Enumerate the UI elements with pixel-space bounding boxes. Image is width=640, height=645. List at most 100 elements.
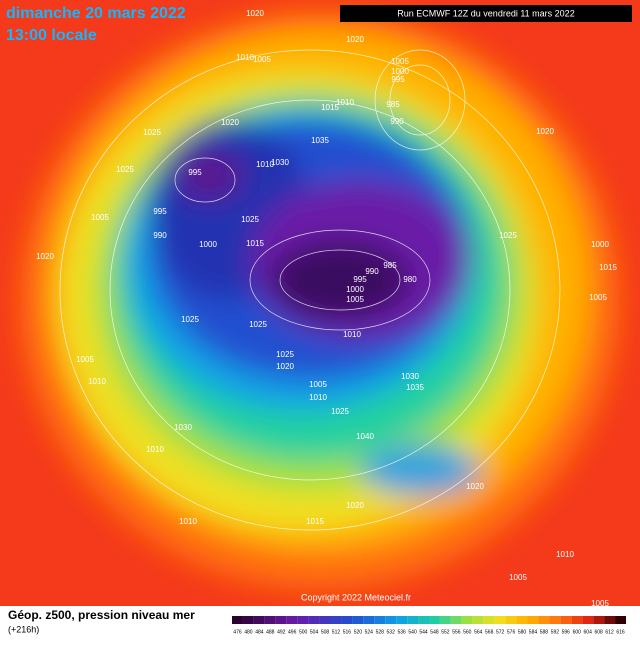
colorbar-label: 600	[573, 629, 582, 635]
isobar-label: 995	[391, 75, 405, 84]
isobar-label: 985	[383, 261, 397, 270]
isobar-label: 1005	[591, 599, 609, 608]
colorbar-cell	[582, 616, 594, 624]
isobar-label: 1015	[321, 103, 339, 112]
isobar-label: 990	[153, 231, 167, 240]
isobar-label: 1005	[309, 380, 327, 389]
colorbar-cell	[538, 616, 550, 624]
colorbar-cell	[319, 616, 331, 624]
colorbar-label: 564	[474, 629, 483, 635]
isobar-label: 1000	[346, 285, 364, 294]
isobar-label: 995	[188, 168, 202, 177]
colorbar-cell	[407, 616, 419, 624]
colorbar-cell	[242, 616, 254, 624]
colorbar-cell	[253, 616, 265, 624]
colorbar-label: 480	[244, 629, 253, 635]
colorbar-label: 500	[299, 629, 308, 635]
colorbar-cell	[275, 616, 287, 624]
isobar-label: 1040	[356, 432, 374, 441]
isobar-label: 1005	[91, 213, 109, 222]
map-title: dimanche 20 mars 2022	[6, 5, 186, 22]
colorbar-label: 568	[485, 629, 494, 635]
isobar-label: 1035	[311, 136, 329, 145]
run-label: Run ECMWF 12Z du vendredi 11 mars 2022	[397, 8, 574, 18]
colorbar-cell	[494, 616, 506, 624]
colorbar-label: 520	[354, 629, 363, 635]
colorbar-cell	[363, 616, 375, 624]
map-subtitle: 13:00 locale	[6, 27, 97, 44]
colorbar: 476 480 484 488 492 496 500 504 508 512 516 520 524 5…	[232, 616, 626, 635]
isobar-label: 1010	[256, 160, 274, 169]
isobar-label: 1015	[599, 263, 617, 272]
colorbar-label: 552	[441, 629, 450, 635]
isobar-label: 1015	[246, 239, 264, 248]
colorbar-cell	[560, 616, 572, 624]
isobar-label: 1025	[116, 165, 134, 174]
isobar-label: 1025	[499, 231, 517, 240]
colorbar-cell	[308, 616, 320, 624]
isobar-label: 1025	[143, 128, 161, 137]
colorbar-label: 516	[343, 629, 352, 635]
colorbar-cell	[527, 616, 539, 624]
colorbar-label: 604	[584, 629, 593, 635]
copyright: Copyright 2022 Meteociel.fr	[301, 592, 411, 602]
isobar-label: 995	[353, 275, 367, 284]
isobar-label: 1025	[331, 407, 349, 416]
caption: Géop. z500, pression niveau mer	[8, 608, 195, 622]
colorbar-cell	[396, 616, 408, 624]
isobar-label: 1000	[591, 240, 609, 249]
isobar-label: 1010	[556, 550, 574, 559]
isobar-label: 1010	[146, 445, 164, 454]
colorbar-cell	[341, 616, 353, 624]
isobar-label: 1035	[406, 383, 424, 392]
isobar-label: 1030	[401, 372, 419, 381]
isobar-label: 1010	[179, 517, 197, 526]
isobar-label: 1020	[466, 482, 484, 491]
isobar-label: 990	[390, 117, 404, 126]
colorbar-label: 496	[288, 629, 297, 635]
colorbar-label: 556	[452, 629, 461, 635]
colorbar-label: 488	[266, 629, 275, 635]
isobar-label: 1010	[88, 377, 106, 386]
colorbar-cell	[352, 616, 364, 624]
run-box	[340, 5, 632, 22]
colorbar-label: 548	[430, 629, 439, 635]
colorbar-label: 588	[540, 629, 549, 635]
isobar-label: 1005	[76, 355, 94, 364]
colorbar-label: 484	[255, 629, 264, 635]
colorbar-label: 476	[233, 629, 242, 635]
isobar-label: 1020	[346, 501, 364, 510]
isobar-label: 1010	[309, 393, 327, 402]
colorbar-cell	[615, 616, 626, 624]
isobar-label: 1030	[174, 423, 192, 432]
isobar-label: 1005	[391, 57, 409, 66]
colorbar-cell	[549, 616, 561, 624]
colorbar-cell	[232, 616, 243, 624]
colorbar-cell	[264, 616, 276, 624]
colorbar-label: 524	[365, 629, 374, 635]
colorbar-label: 616	[616, 629, 625, 635]
colorbar-label: 592	[551, 629, 560, 635]
colorbar-label: 584	[529, 629, 538, 635]
colorbar-label: 512	[332, 629, 341, 635]
colorbar-cell	[571, 616, 583, 624]
isobar-label: 1020	[36, 252, 54, 261]
colorbar-label: 536	[397, 629, 406, 635]
isobar-label: 1020	[346, 35, 364, 44]
colorbar-cell	[472, 616, 484, 624]
isobar-label: 1020	[276, 362, 294, 371]
colorbar-label: 504	[310, 629, 319, 635]
colorbar-label: 572	[496, 629, 505, 635]
colorbar-label: 492	[277, 629, 286, 635]
isobar-label: 1025	[276, 350, 294, 359]
colorbar-label: 544	[419, 629, 428, 635]
colorbar-cell	[516, 616, 528, 624]
colorbar-cell	[439, 616, 451, 624]
isobar-label: 995	[153, 207, 167, 216]
colorbar-cell	[593, 616, 605, 624]
isobar-label: 1005	[589, 293, 607, 302]
isobar-label: 985	[386, 100, 400, 109]
colorbar-cell	[297, 616, 309, 624]
